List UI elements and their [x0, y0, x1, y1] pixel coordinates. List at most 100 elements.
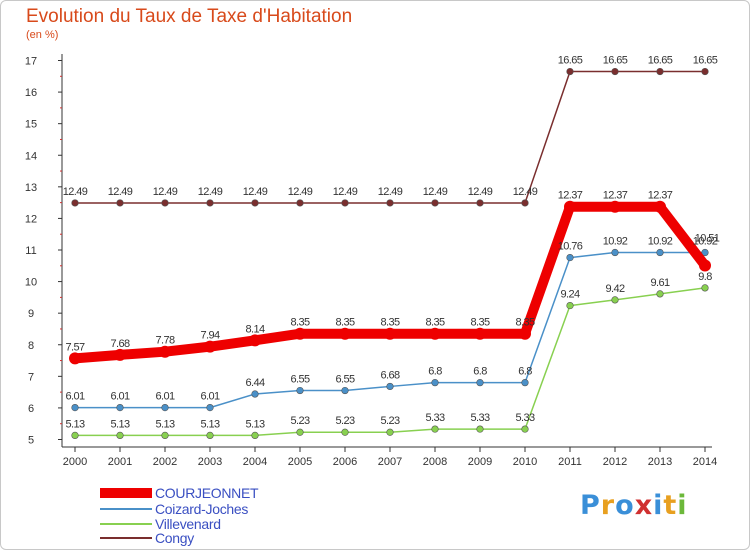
data-point-villevenard — [431, 425, 439, 433]
series-line-villevenard — [74, 287, 706, 437]
data-label-villevenard: 5.13 — [110, 418, 129, 430]
y-tick-label: 7 — [28, 371, 34, 383]
x-tick-label: 2011 — [558, 456, 582, 468]
y-tick-label: 14 — [25, 150, 37, 162]
data-label-courjeonnet: 8.35 — [290, 317, 309, 329]
y-tick-label: 13 — [25, 182, 37, 194]
data-label-villevenard: 5.23 — [335, 415, 354, 427]
proxiti-logo: Proxiti — [580, 490, 688, 521]
x-tick-label: 2009 — [468, 456, 492, 468]
data-label-villevenard: 5.23 — [290, 415, 309, 427]
data-label-coizard-joches: 10.92 — [693, 236, 718, 248]
data-label-courjeonnet: 8.35 — [425, 317, 444, 329]
data-point-courjeonnet — [159, 345, 171, 358]
data-point-coizard-joches — [296, 386, 304, 395]
data-label-courjeonnet: 10.51 — [695, 232, 720, 244]
data-point-congy — [251, 199, 259, 207]
data-label-coizard-joches: 6.55 — [335, 374, 354, 386]
data-point-congy — [476, 199, 484, 207]
data-point-courjeonnet — [204, 340, 216, 353]
data-label-congy: 12.49 — [378, 186, 403, 198]
data-point-congy — [71, 199, 79, 207]
data-point-congy — [296, 199, 304, 207]
data-point-coizard-joches — [206, 404, 214, 412]
data-label-coizard-joches: 6.01 — [200, 391, 219, 403]
data-label-congy: 16.65 — [693, 55, 718, 67]
data-point-congy — [656, 67, 664, 76]
data-label-villevenard: 5.23 — [380, 415, 399, 427]
data-point-villevenard — [476, 425, 484, 433]
data-point-courjeonnet — [654, 200, 666, 213]
data-point-courjeonnet — [294, 327, 306, 340]
data-point-courjeonnet — [384, 327, 396, 340]
y-tick-label: 9 — [28, 308, 34, 320]
data-label-villevenard: 9.24 — [560, 289, 579, 301]
series-line-congy — [74, 70, 706, 204]
data-point-congy — [701, 67, 709, 76]
y-tick-label: 16 — [25, 87, 37, 99]
data-point-coizard-joches — [161, 404, 169, 412]
data-point-congy — [206, 199, 214, 207]
chart-subtitle: (en %) — [26, 29, 59, 41]
data-point-courjeonnet — [609, 200, 621, 213]
legend-label: COURJEONNET — [155, 485, 259, 501]
data-point-villevenard — [386, 428, 394, 436]
data-point-villevenard — [656, 290, 664, 298]
data-label-villevenard: 9.8 — [698, 271, 712, 283]
x-tick-label: 2002 — [153, 456, 177, 468]
data-label-courjeonnet: 8.35 — [470, 317, 489, 329]
y-tick-label: 5 — [28, 435, 34, 447]
data-label-coizard-joches: 6.01 — [65, 391, 84, 403]
data-label-villevenard: 9.61 — [650, 277, 669, 289]
data-label-congy: 12.49 — [108, 186, 133, 198]
data-point-coizard-joches — [521, 379, 529, 387]
legend-swatch-villevenard — [100, 523, 152, 525]
data-label-courjeonnet: 7.68 — [110, 338, 129, 350]
x-tick-label: 2005 — [288, 456, 312, 468]
data-label-congy: 12.49 — [333, 186, 358, 198]
y-tick-label: 10 — [25, 277, 37, 289]
data-label-villevenard: 5.33 — [425, 412, 444, 424]
data-point-courjeonnet — [339, 327, 351, 340]
data-point-villevenard — [161, 431, 169, 439]
data-label-congy: 12.49 — [288, 186, 313, 198]
data-point-coizard-joches — [476, 379, 484, 387]
data-label-courjeonnet: 12.37 — [603, 190, 628, 202]
legend-label: Coizard-Joches — [155, 501, 249, 517]
x-tick-label: 2013 — [648, 456, 672, 468]
logo-letter: r — [600, 490, 616, 521]
data-point-coizard-joches — [566, 253, 574, 262]
logo-letter: t — [663, 490, 678, 521]
y-tick-label: 17 — [25, 56, 37, 68]
logo-letter: P — [580, 490, 601, 521]
data-point-congy — [521, 199, 529, 207]
y-tick-label: 12 — [25, 213, 37, 225]
data-point-villevenard — [296, 428, 304, 436]
logo-letter: i — [677, 490, 688, 521]
data-label-congy: 16.65 — [603, 55, 628, 67]
data-point-courjeonnet — [249, 334, 261, 347]
data-point-coizard-joches — [386, 382, 394, 391]
data-point-villevenard — [701, 284, 709, 292]
logo-letter: i — [653, 490, 664, 521]
logo-letter: o — [615, 490, 635, 521]
data-point-coizard-joches — [251, 390, 259, 398]
x-tick-label: 2008 — [423, 456, 447, 468]
data-label-coizard-joches: 6.8 — [428, 366, 442, 378]
data-label-congy: 16.65 — [648, 55, 673, 67]
data-point-coizard-joches — [71, 404, 79, 412]
chart-title: Evolution du Taux de Taxe d'Habitation — [26, 6, 353, 27]
data-label-villevenard: 5.13 — [245, 418, 264, 430]
x-tick-label: 2012 — [603, 456, 627, 468]
logo-letter: x — [634, 490, 654, 521]
data-point-villevenard — [251, 431, 259, 439]
data-point-coizard-joches — [116, 404, 124, 412]
data-point-congy — [386, 199, 394, 207]
data-point-coizard-joches — [431, 379, 439, 387]
data-label-villevenard: 5.13 — [155, 418, 174, 430]
data-point-courjeonnet — [69, 352, 81, 365]
data-label-coizard-joches: 6.01 — [155, 391, 174, 403]
data-label-villevenard: 5.33 — [515, 412, 534, 424]
x-tick-label: 2006 — [333, 456, 357, 468]
